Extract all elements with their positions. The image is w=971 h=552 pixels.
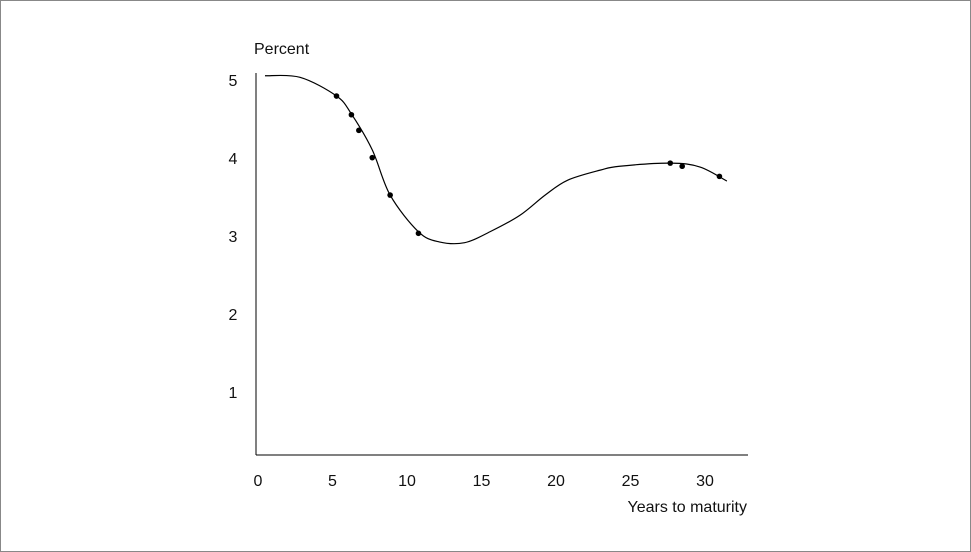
x-tick-label: 25 [622,473,640,490]
x-tick-label: 20 [547,473,565,490]
data-point [369,154,376,161]
data-point [333,93,340,99]
data-point [667,160,674,166]
x-tick-label: 10 [398,473,416,490]
y-tick-label: 2 [229,307,238,324]
yield-curve [264,74,728,245]
y-tick-label: 5 [229,73,238,90]
data-point [679,163,685,170]
y-axis-label: Percent [254,41,310,58]
data-point [387,192,393,198]
y-tick-label: 3 [229,229,238,246]
data-point [415,230,422,237]
data-point [356,127,362,134]
y-tick-label: 1 [229,385,238,402]
x-tick-label: 0 [254,473,263,490]
x-axis-label: Years to maturity [628,499,747,516]
x-tick-label: 15 [473,473,491,490]
x-tick-label: 5 [328,473,337,490]
data-point [348,111,355,118]
data-point [716,173,723,180]
y-tick-label: 4 [229,151,238,168]
x-tick-label: 30 [696,473,714,490]
